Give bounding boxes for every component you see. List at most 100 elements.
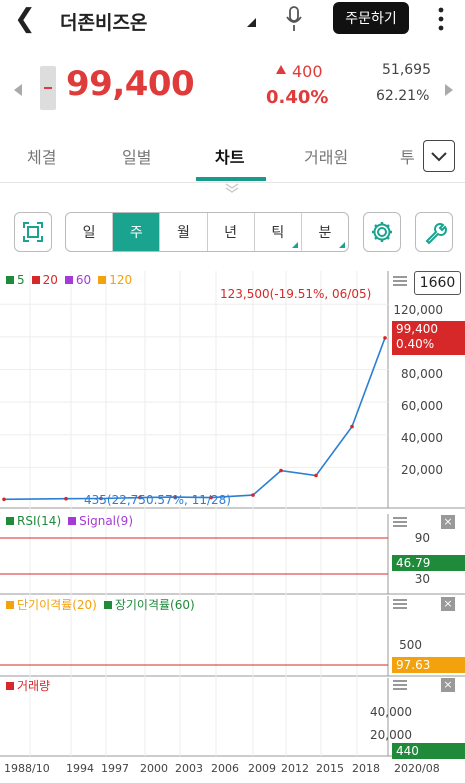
disparity-panel-menu-icon[interactable] (393, 599, 407, 609)
volume-value: 51,695 (382, 62, 431, 78)
disparity-close-icon[interactable]: × (441, 597, 455, 611)
price-point-5 (209, 495, 213, 500)
period-week[interactable]: 주 (113, 213, 161, 251)
price-point-0 (2, 497, 6, 502)
x-label-2006: 2006 (211, 762, 239, 775)
stock-name[interactable]: 더존비즈온 (60, 12, 148, 34)
volume-ratio: 62.21% (376, 88, 430, 104)
stock-chart[interactable] (0, 268, 465, 783)
price-tag-pct: 0.40% (396, 337, 435, 351)
tab-expand-button[interactable] (423, 140, 455, 172)
period-tick[interactable]: 틱 (255, 213, 302, 251)
order-button[interactable]: 주문하기 (333, 2, 409, 34)
tab-trades[interactable]: 체결 (27, 148, 57, 167)
gear-icon (372, 222, 392, 242)
period-selector: 일 주 월 년 틱 분 (65, 212, 349, 252)
fullscreen-icon (23, 222, 43, 242)
price-point-9 (350, 424, 354, 429)
signal-label: Signal(9) (79, 514, 133, 528)
sign-badge (40, 66, 56, 110)
period-minute[interactable]: 분 (302, 213, 348, 251)
tab-divider (0, 182, 465, 183)
tab-invest[interactable]: 투 (400, 148, 415, 167)
volume-scale-20000: 20,000 (370, 728, 412, 742)
ma5-label: 5 (17, 273, 25, 287)
price-point-7 (279, 468, 283, 473)
more-menu-icon[interactable] (437, 6, 445, 32)
rsi-label: RSI(14) (17, 514, 62, 528)
volume-label: 거래량 (17, 679, 51, 693)
price-scale-40000: 40,000 (401, 431, 443, 445)
price-line (3, 337, 386, 501)
collapse-chevron-icon[interactable] (222, 182, 242, 194)
zoom-count[interactable]: 1660 (414, 271, 461, 295)
active-tab-indicator (196, 177, 266, 181)
tab-daily[interactable]: 일별 (122, 148, 152, 167)
price-scale-20000: 20,000 (401, 463, 443, 477)
signal-swatch (68, 517, 77, 525)
rsi-legend: RSI(14) Signal(9) (6, 514, 133, 528)
period-tick-label: 틱 (271, 225, 285, 241)
price-point-1 (64, 496, 68, 501)
price-point-2 (99, 496, 103, 501)
period-day[interactable]: 일 (66, 213, 114, 251)
tab-broker[interactable]: 거래원 (304, 148, 349, 167)
x-label-1994: 1994 (66, 762, 94, 775)
rsi-panel-menu-icon[interactable] (393, 517, 407, 527)
x-label-2018: 2018 (352, 762, 380, 775)
mic-icon[interactable] (284, 6, 304, 32)
volume-scale-40000: 40,000 (370, 705, 412, 719)
rsi-swatch (6, 517, 14, 525)
rsi-scale-90: 90 (414, 531, 430, 545)
tick-options-icon (291, 242, 298, 248)
chart-settings-button[interactable] (363, 212, 401, 252)
price-point-3 (138, 495, 142, 500)
x-label-2009: 2009 (248, 762, 276, 775)
prev-stock-icon[interactable] (14, 84, 22, 96)
up-triangle-icon (276, 65, 286, 74)
chart-tools-button[interactable] (415, 212, 453, 252)
volume-swatch (6, 681, 14, 690)
price-point-10 (383, 336, 387, 340)
wrench-icon (425, 223, 447, 245)
short-disp-label: 단기이격률(20) (17, 598, 97, 612)
price-panel-menu-icon[interactable] (393, 276, 407, 286)
next-stock-icon[interactable] (445, 84, 453, 96)
max-price-annotation: 123,500(-19.51%, 06/05) (220, 287, 372, 301)
volume-panel-menu-icon[interactable] (393, 680, 407, 690)
current-price: 99,400 (66, 64, 195, 104)
price-point-8 (314, 473, 318, 478)
x-label-2000: 2000 (140, 762, 168, 775)
sign-dash (44, 87, 52, 89)
x-label-1997: 1997 (101, 762, 129, 775)
ma60-label: 60 (75, 273, 92, 287)
period-minute-label: 분 (318, 225, 332, 241)
ma60-swatch (64, 276, 73, 284)
rsi-close-icon[interactable]: × (441, 515, 455, 529)
tab-chart[interactable]: 차트 (215, 148, 245, 167)
x-label-2003: 2003 (175, 762, 203, 775)
x-label-1988: 1988/10 (4, 762, 50, 775)
price-point-4 (173, 495, 177, 499)
ma-legend: 5 20 60 120 (6, 273, 132, 287)
period-month[interactable]: 월 (160, 213, 208, 251)
ma20-label: 20 (42, 273, 58, 287)
current-price-tag: 99,400 0.40% (392, 321, 465, 355)
volume-close-icon[interactable]: × (441, 678, 455, 692)
change-percent: 0.40% (266, 87, 329, 108)
stock-dropdown-icon[interactable] (247, 18, 256, 27)
ma120-label: 120 (109, 273, 133, 287)
price-scale-120000: 120,000 (393, 303, 443, 317)
minute-options-icon (339, 242, 346, 248)
rsi-scale-30: 30 (414, 572, 430, 586)
ma120-swatch (98, 276, 107, 284)
x-label-2020: 2020/08 (394, 762, 440, 775)
back-icon[interactable]: ❮ (14, 4, 36, 34)
min-price-annotation: 435(22,750.57%, 11/28) (84, 493, 231, 507)
ma20-swatch (31, 276, 40, 284)
short-disp-swatch (6, 600, 14, 609)
disparity-legend: 단기이격률(20) 장기이격률(60) (6, 596, 195, 613)
fullscreen-button[interactable] (14, 212, 52, 252)
period-year[interactable]: 년 (208, 213, 255, 251)
rsi-tag: 46.79 (392, 555, 465, 571)
